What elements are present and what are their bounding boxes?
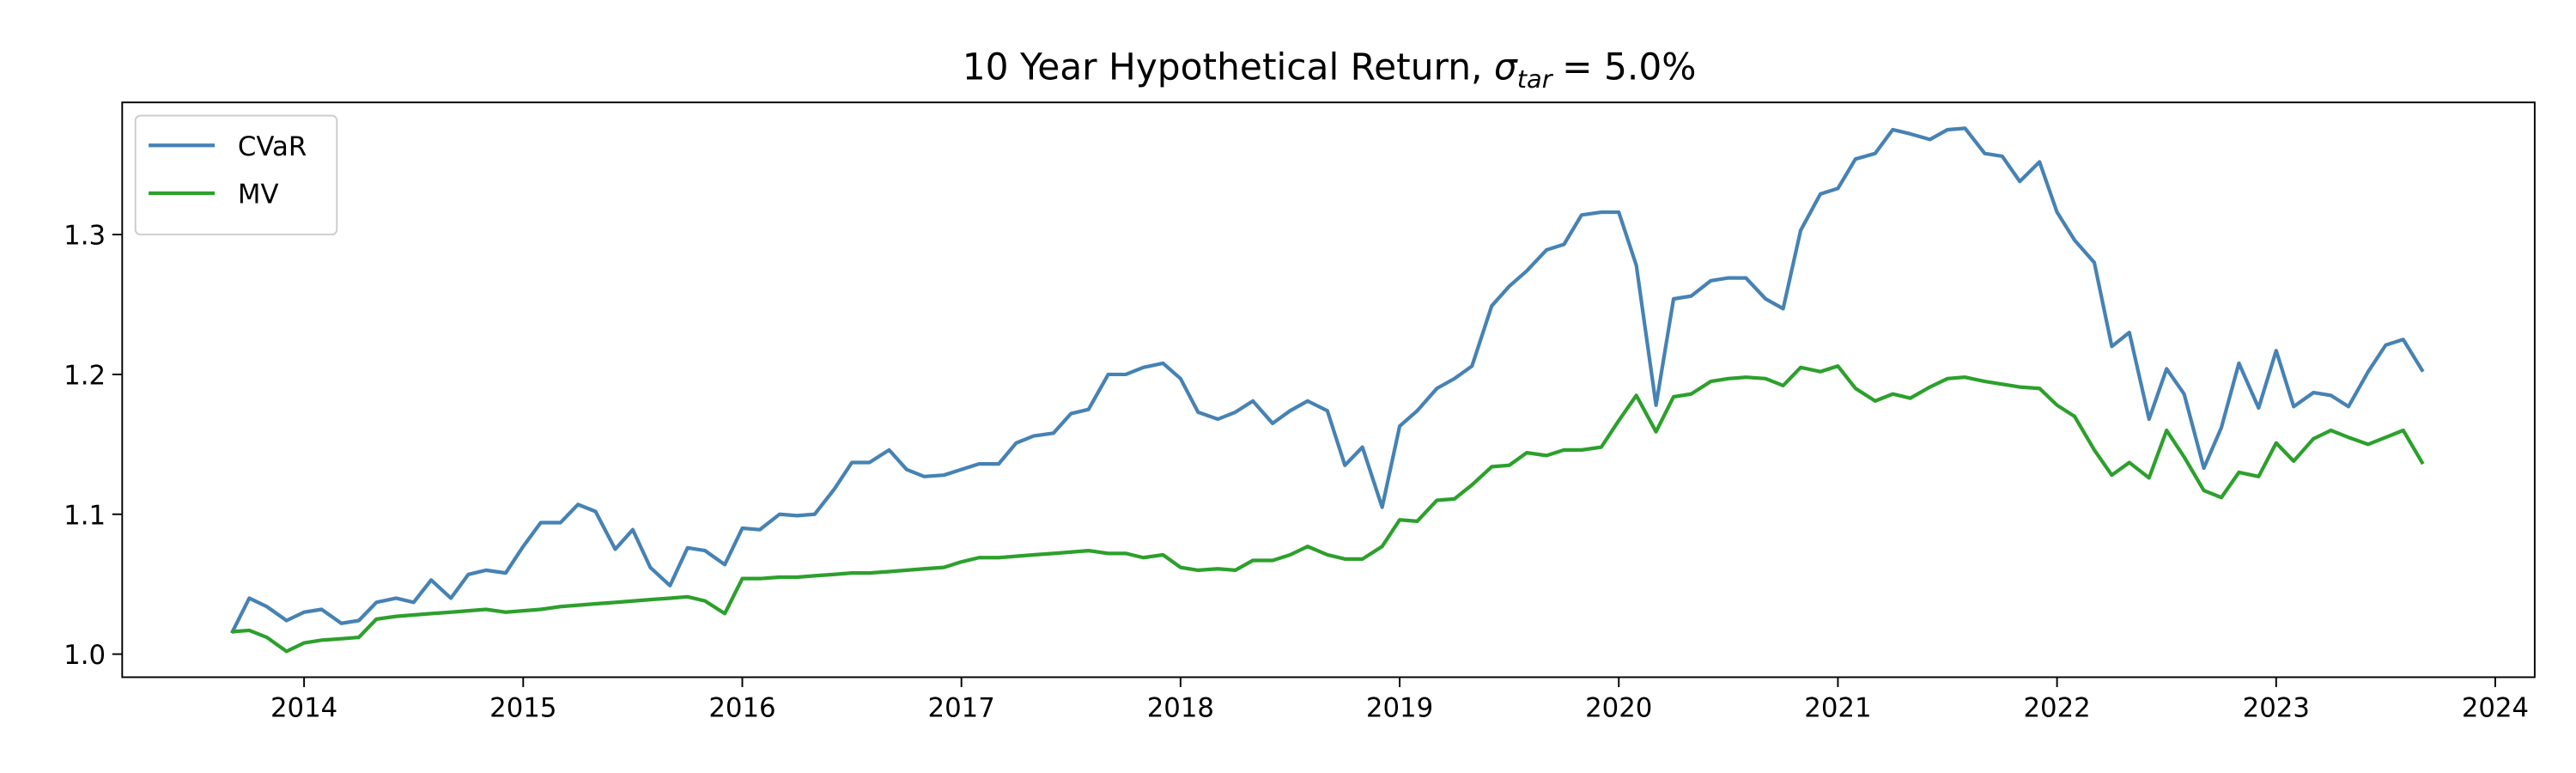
x-tick-label: 2023 <box>2243 693 2310 724</box>
legend: CVaR MV <box>134 114 338 236</box>
chart-title: 10 Year Hypothetical Return, σtar = 5.0% <box>963 46 1697 94</box>
x-tick-label: 2015 <box>489 693 556 724</box>
title-subscript: tar <box>1517 64 1554 94</box>
plot-frame <box>121 101 2536 679</box>
x-tick-label: 2021 <box>1804 693 1871 724</box>
x-tick-label: 2016 <box>708 693 775 724</box>
y-tick-label: 1.2 <box>64 360 106 391</box>
x-tick-label: 2022 <box>2023 693 2090 724</box>
y-tick-label: 1.1 <box>64 500 106 531</box>
legend-label: MV <box>238 180 279 210</box>
x-tick-label: 2024 <box>2462 693 2529 724</box>
legend-label: CVaR <box>238 131 307 162</box>
x-tick-label: 2014 <box>270 693 337 724</box>
title-symbol: σ <box>1494 46 1518 88</box>
title-text: 10 Year Hypothetical Return, <box>963 46 1483 88</box>
y-tick-label: 1.0 <box>64 640 106 671</box>
x-tick-label: 2018 <box>1147 693 1214 724</box>
x-tick-label: 2020 <box>1585 693 1652 724</box>
x-tick-label: 2019 <box>1366 693 1433 724</box>
y-tick-label: 1.3 <box>64 221 106 252</box>
title-suffix: = 5.0% <box>1562 46 1696 88</box>
data-line <box>231 364 2425 654</box>
data-line <box>230 126 2425 635</box>
x-tick-label: 2017 <box>928 693 995 724</box>
